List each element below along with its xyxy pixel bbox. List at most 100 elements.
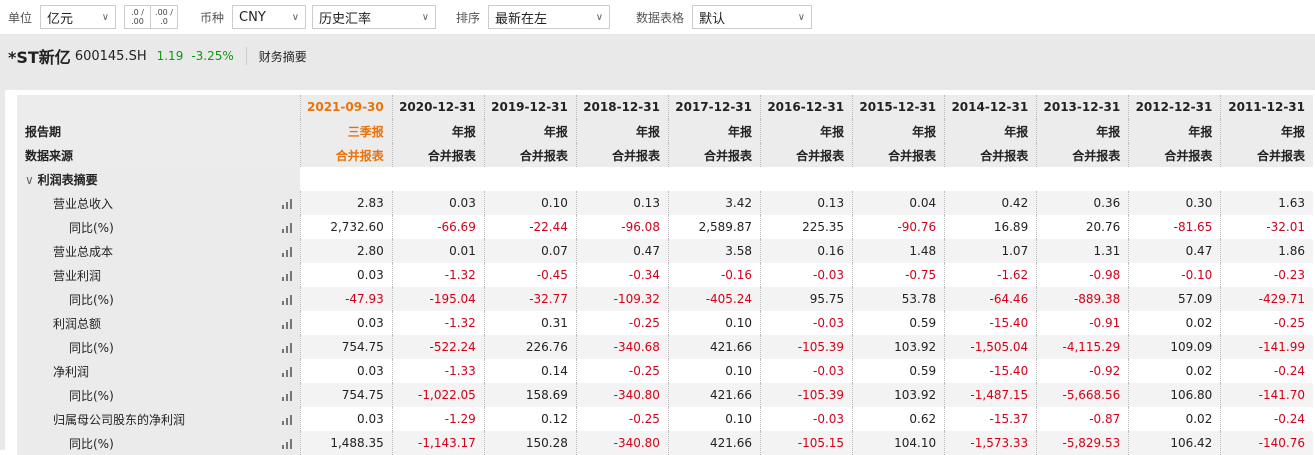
table-cell: 0.02 [1128,407,1221,431]
table-row: 归属母公司股东的净利润 0.03 -1.29 0.12 -0.25 0.10 -0.03 0.… [17,407,1313,431]
table-cell: 1.86 [1220,239,1313,263]
table-cell: -0.24 [1220,359,1313,383]
table-cell: 0.10 [667,407,761,431]
column-date[interactable]: 2018-12-31 [575,95,669,119]
table-cell: -0.45 [483,263,577,287]
column-date[interactable]: 2021-09-30 [299,95,393,119]
bar-chart-icon[interactable] [281,366,292,377]
table-cell: -1.32 [391,263,485,287]
bar-chart-icon[interactable] [281,342,292,353]
table-cell: 103.92 [852,383,945,407]
table-cell: 158.69 [483,383,577,407]
table-cell: -64.46 [944,287,1037,311]
table-cell: -0.91 [1036,311,1129,335]
column-date[interactable]: 2014-12-31 [944,95,1037,119]
bar-chart-icon[interactable] [281,414,292,425]
column-source: 合并报表 [852,143,945,167]
bar-chart-icon[interactable] [281,294,292,305]
unit-select[interactable]: 亿元 ∨ [40,5,117,29]
table-cell: 150.28 [483,431,577,455]
table-cell: 421.66 [667,431,761,455]
table-cell: 20.76 [1036,215,1129,239]
table-cell: -340.80 [575,383,669,407]
column-date[interactable]: 2013-12-31 [1036,95,1129,119]
table-cell: 421.66 [667,383,761,407]
table-cell: 0.10 [483,191,577,215]
table-cell: 225.35 [760,215,853,239]
table-cell: 0.03 [299,407,393,431]
column-date[interactable]: 2016-12-31 [760,95,853,119]
table-cell: -32.77 [483,287,577,311]
financial-table: 2021-09-30 2020-12-31 2019-12-31 2018-12-31… [17,95,1313,455]
column-source: 合并报表 [575,143,669,167]
table-format-select[interactable]: 默认 ∨ [692,5,813,29]
column-date[interactable]: 2015-12-31 [852,95,945,119]
column-source: 合并报表 [944,143,1037,167]
toolbar: 单位 亿元 ∨ .0 / .00 .00 / .0 币种 CNY ∨ 历史汇率 ∨ 排… [0,0,1315,34]
column-date[interactable]: 2019-12-31 [483,95,577,119]
column-source: 合并报表 [299,143,393,167]
table-cell: 0.10 [667,311,761,335]
currency-select[interactable]: CNY ∨ [232,5,307,29]
table-cell: 0.16 [760,239,853,263]
table-cell: 0.59 [852,359,945,383]
table-cell: 0.30 [1128,191,1221,215]
column-date[interactable]: 2011-12-31 [1220,95,1313,119]
table-cell: -5,668.56 [1036,383,1129,407]
column-source: 合并报表 [1128,143,1221,167]
chevron-down-icon: ∨ [595,11,604,23]
column-date[interactable]: 2012-12-31 [1128,95,1221,119]
bar-chart-icon[interactable] [281,390,292,401]
table-cell: 0.03 [299,359,393,383]
tab-financial-summary[interactable]: 财务摘要 [258,49,307,64]
column-report-type: 年报 [483,119,577,143]
table-cell: -0.34 [575,263,669,287]
section-toggle[interactable]: ∨ 利润表摘要 [17,167,301,191]
table-cell: -340.80 [575,431,669,455]
table-cell: 0.03 [391,191,485,215]
table-row: 净利润 0.03 -1.33 0.14 -0.25 0.10 -0.03 0.59 -15.40… [17,359,1313,383]
column-report-type: 年报 [760,119,853,143]
bar-chart-icon[interactable] [281,318,292,329]
sort-select[interactable]: 最新在左 ∨ [488,5,611,29]
table-cell: -1,022.05 [391,383,485,407]
table-cell: -195.04 [391,287,485,311]
table-cell: -1,573.33 [944,431,1037,455]
section-row[interactable]: ∨ 利润表摘要 [17,167,1313,191]
stock-code: 600145.SH [74,48,147,64]
unit-label: 单位 [8,10,33,25]
bar-chart-icon[interactable] [281,222,292,233]
table-cell: -0.03 [760,263,853,287]
chevron-down-icon: ∨ [101,11,110,23]
column-report-type: 年报 [1220,119,1313,143]
table-cell: 2.83 [299,191,393,215]
stock-change: -3.25% [191,49,234,63]
table-cell: -1.29 [391,407,485,431]
column-date[interactable]: 2020-12-31 [391,95,485,119]
bar-chart-icon[interactable] [281,198,292,209]
stock-price: 1.19 [156,49,184,63]
column-date[interactable]: 2017-12-31 [667,95,761,119]
table-cell: -140.76 [1220,431,1313,455]
table-cell: 1.07 [944,239,1037,263]
column-report-type: 年报 [667,119,761,143]
column-report-type: 年报 [391,119,485,143]
column-report-type: 年报 [575,119,669,143]
rate-select[interactable]: 历史汇率 ∨ [312,5,437,29]
column-report-type: 年报 [944,119,1037,143]
bar-chart-icon[interactable] [281,246,292,257]
decrease-decimal-button[interactable]: .00 / .0 [155,8,173,26]
table-cell: -889.38 [1036,287,1129,311]
table-cell: 1.48 [852,239,945,263]
bar-chart-icon[interactable] [281,270,292,281]
sort-label: 排序 [456,10,481,25]
table-cell: -105.15 [760,431,853,455]
table-cell: 1,488.35 [299,431,393,455]
table-cell: -22.44 [483,215,577,239]
table-cell: -32.01 [1220,215,1313,239]
bar-chart-icon[interactable] [281,438,292,449]
row-label: 同比(%) [69,340,114,355]
table-cell: -0.24 [1220,407,1313,431]
table-row: 营业总收入 2.83 0.03 0.10 0.13 3.42 0.13 0.04 0.42 0.3… [17,191,1313,215]
increase-decimal-button[interactable]: .0 / .00 [125,6,152,28]
